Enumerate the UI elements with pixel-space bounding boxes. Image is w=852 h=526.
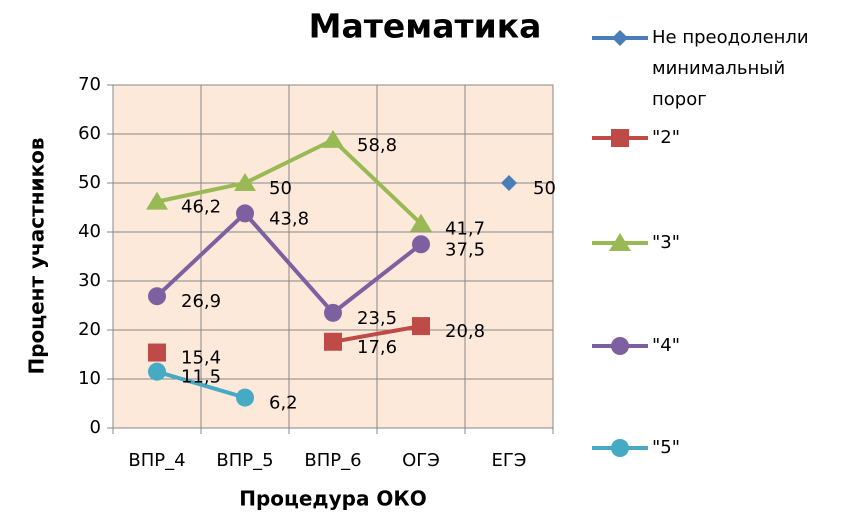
chart-title: Математика: [309, 7, 542, 46]
marker: [501, 175, 517, 191]
marker: [611, 439, 629, 457]
marker: [234, 173, 256, 191]
data-label: 46,2: [181, 197, 221, 218]
series-line: [156, 137, 423, 226]
marker: [612, 30, 628, 46]
marker: [236, 388, 254, 407]
marker: [148, 362, 166, 381]
data-label: 58,8: [357, 135, 397, 156]
data-label: 23,5: [357, 308, 397, 329]
marker: [611, 129, 629, 147]
marker: [324, 332, 342, 351]
marker: [148, 287, 166, 306]
y-tick-label: 50: [78, 172, 101, 193]
series-line: [156, 369, 246, 400]
marker: [412, 235, 430, 254]
marker: [146, 191, 168, 210]
y-tick-label: 20: [78, 319, 101, 340]
data-label: 20,8: [445, 321, 485, 342]
y-tick-label: 30: [78, 270, 101, 291]
legend-label: "2": [652, 127, 680, 148]
series-line: [332, 324, 422, 344]
marker: [611, 337, 629, 355]
marker: [410, 213, 432, 232]
y-axis-label: Процент участников: [25, 137, 49, 374]
x-tick-label: ЕГЭ: [492, 450, 527, 471]
marker: [236, 204, 254, 223]
marker: [148, 343, 166, 362]
legend-label: "4": [652, 335, 680, 356]
data-label: 43,8: [269, 208, 309, 229]
data-label: 17,6: [357, 337, 397, 358]
data-label: 37,5: [445, 239, 485, 260]
x-tick-label: ОГЭ: [402, 450, 440, 471]
marker: [609, 233, 631, 251]
x-tick-label: ВПР_6: [304, 450, 361, 471]
x-tick-label: ВПР_5: [216, 450, 273, 471]
x-axis-label: Процедура ОКО: [239, 487, 427, 511]
data-label: 50: [533, 178, 556, 199]
y-tick-label: 0: [90, 417, 101, 438]
marker: [322, 129, 344, 148]
data-label: 41,7: [445, 219, 485, 240]
legend-label: "3": [652, 232, 680, 253]
x-tick-label: ВПР_4: [128, 450, 185, 471]
data-label: 11,5: [181, 367, 221, 388]
marker: [412, 317, 430, 336]
legend-label: "5": [652, 437, 680, 458]
data-label: 26,9: [181, 291, 221, 312]
y-tick-label: 70: [78, 74, 101, 95]
marker: [324, 303, 342, 322]
data-label: 15,4: [181, 348, 221, 369]
y-tick-label: 60: [78, 123, 101, 144]
series-line: [155, 210, 423, 316]
y-tick-label: 40: [78, 221, 101, 242]
data-label: 50: [269, 178, 292, 199]
data-label: 6,2: [269, 393, 298, 414]
legend-label: Не преодоленли минимальный порог: [652, 27, 809, 110]
y-tick-label: 10: [78, 368, 101, 389]
